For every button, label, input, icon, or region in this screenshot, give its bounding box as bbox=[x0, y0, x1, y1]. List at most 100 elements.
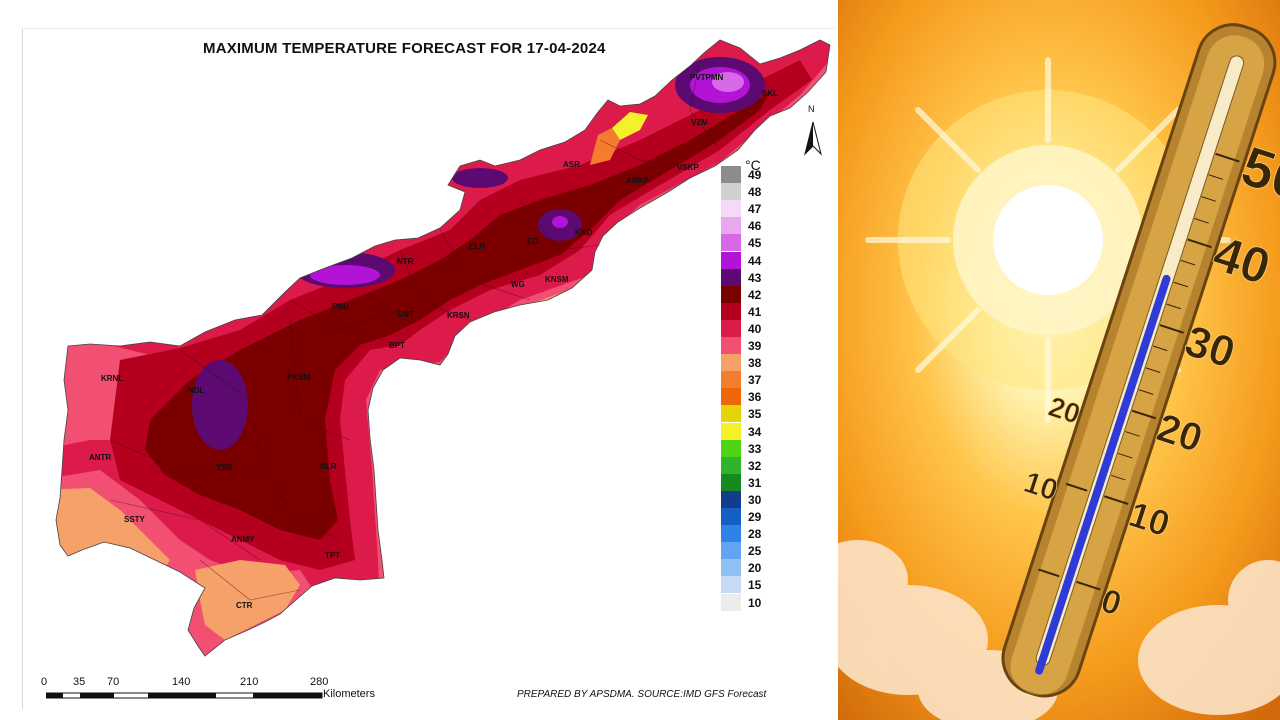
legend-item: 10 bbox=[721, 593, 781, 611]
district-label: YSR bbox=[216, 463, 233, 472]
legend-swatch bbox=[721, 251, 741, 269]
legend-swatch bbox=[721, 302, 741, 320]
state-map bbox=[55, 39, 831, 657]
district-label: CTR bbox=[236, 601, 253, 610]
legend-swatch bbox=[721, 183, 741, 201]
thermometer-icon: 50 40 30 20 10 0 10 20 bbox=[1001, 23, 1280, 698]
map-frame bbox=[22, 28, 836, 709]
legend-value: 10 bbox=[748, 595, 762, 610]
heat-illustration: 50 40 30 20 10 0 10 20 bbox=[838, 0, 1280, 720]
legend-swatch bbox=[721, 576, 741, 594]
district-label: PND bbox=[332, 302, 349, 311]
legend-value: 45 bbox=[748, 236, 762, 251]
district-label: KRSN bbox=[447, 311, 470, 320]
district-label: ANKP bbox=[626, 176, 649, 185]
legend-item: 44 bbox=[721, 251, 781, 269]
legend-swatch bbox=[721, 166, 741, 183]
legend-value: 38 bbox=[748, 356, 762, 371]
legend-value: 29 bbox=[748, 510, 762, 524]
district-label: TPT bbox=[325, 551, 341, 560]
legend-item: 45 bbox=[721, 234, 781, 252]
legend-swatch bbox=[721, 439, 741, 457]
legend-item: 42 bbox=[721, 285, 781, 303]
north-label: N bbox=[808, 104, 815, 114]
legend-value: 15 bbox=[748, 578, 762, 593]
temperature-map-panel: MAXIMUM TEMPERATURE FORECAST FOR 17-04-2… bbox=[22, 28, 836, 709]
legend-item: 34 bbox=[721, 422, 781, 440]
legend-swatch bbox=[721, 490, 741, 508]
legend-value: 36 bbox=[748, 390, 762, 405]
scale-bar-graphic bbox=[46, 692, 323, 699]
district-label: KRNL bbox=[101, 374, 124, 383]
legend-item: 25 bbox=[721, 542, 781, 560]
district-label: NTR bbox=[397, 257, 414, 266]
scale-bar: 0 35 70 140 210 280 bbox=[40, 676, 400, 706]
legend-unit: °C bbox=[745, 157, 761, 173]
legend-value: 34 bbox=[748, 424, 762, 439]
legend-value: 25 bbox=[748, 544, 762, 559]
district-label: GNT bbox=[397, 310, 414, 319]
legend-swatch bbox=[721, 268, 741, 286]
district-label: ELR bbox=[469, 242, 485, 251]
legend-swatch bbox=[721, 559, 741, 577]
scale-tick-label: 280 bbox=[310, 676, 329, 688]
legend-value: 35 bbox=[748, 407, 762, 422]
legend-swatch bbox=[721, 354, 741, 372]
district-label: NDL bbox=[188, 386, 205, 395]
legend-value: 39 bbox=[748, 339, 762, 353]
legend-item: 35 bbox=[721, 405, 781, 423]
legend-swatch bbox=[721, 422, 741, 440]
district-label: BPT bbox=[389, 341, 405, 350]
legend-swatch bbox=[721, 508, 741, 525]
legend-swatch bbox=[721, 525, 741, 543]
heat-photo: 50 40 30 20 10 0 10 20 bbox=[838, 0, 1280, 720]
legend-item: 46 bbox=[721, 217, 781, 235]
legend-swatch bbox=[721, 593, 741, 611]
district-label: VZM bbox=[691, 118, 708, 127]
legend-value: 33 bbox=[748, 441, 762, 456]
legend-value: 42 bbox=[748, 287, 762, 302]
legend-value: 43 bbox=[748, 270, 762, 285]
north-arrow-icon bbox=[804, 121, 822, 156]
legend-item: 20 bbox=[721, 559, 781, 577]
district-label: SSTY bbox=[124, 515, 145, 524]
scale-tick-label: 210 bbox=[240, 676, 259, 688]
legend-item: 47 bbox=[721, 200, 781, 218]
legend-item: 29 bbox=[721, 508, 781, 525]
legend-swatch bbox=[721, 234, 741, 252]
legend-value: 37 bbox=[748, 373, 762, 388]
temperature-contours bbox=[56, 40, 830, 656]
legend-swatch bbox=[721, 337, 741, 354]
legend-item: 39 bbox=[721, 337, 781, 354]
legend-swatch bbox=[721, 217, 741, 235]
scale-tick-label: 0 bbox=[41, 676, 48, 688]
district-label: NLR bbox=[320, 462, 337, 471]
scale-tick-label: 70 bbox=[107, 676, 120, 688]
legend-value: 44 bbox=[748, 253, 762, 268]
legend-item: 32 bbox=[721, 456, 781, 474]
legend-value: 32 bbox=[748, 458, 762, 473]
legend-value: 40 bbox=[748, 321, 762, 336]
legend-swatch bbox=[721, 405, 741, 423]
legend-item: 33 bbox=[721, 439, 781, 457]
legend-value: 28 bbox=[748, 527, 762, 542]
legend-value: 30 bbox=[748, 492, 762, 507]
district-boundaries bbox=[109, 59, 721, 601]
map-title: MAXIMUM TEMPERATURE FORECAST FOR 17-04-2… bbox=[203, 40, 606, 57]
district-label: PVTPMN bbox=[690, 73, 724, 82]
scale-tick-label: 140 bbox=[172, 676, 191, 688]
source-credit: PREPARED BY APSDMA. SOURCE:IMD GFS Forec… bbox=[517, 689, 767, 700]
legend-item: 43 bbox=[721, 268, 781, 286]
legend-item: 38 bbox=[721, 354, 781, 372]
legend-value: 47 bbox=[748, 202, 762, 217]
legend-value: 49 bbox=[748, 168, 762, 182]
legend-value: 41 bbox=[748, 304, 762, 319]
legend-swatch bbox=[721, 285, 741, 303]
legend-item: 28 bbox=[721, 525, 781, 543]
legend-swatch bbox=[721, 200, 741, 218]
legend-swatch bbox=[721, 473, 741, 491]
legend-item: 40 bbox=[721, 319, 781, 337]
district-label: ASR bbox=[563, 160, 580, 169]
legend-item: 15 bbox=[721, 576, 781, 594]
legend-item: 37 bbox=[721, 371, 781, 389]
